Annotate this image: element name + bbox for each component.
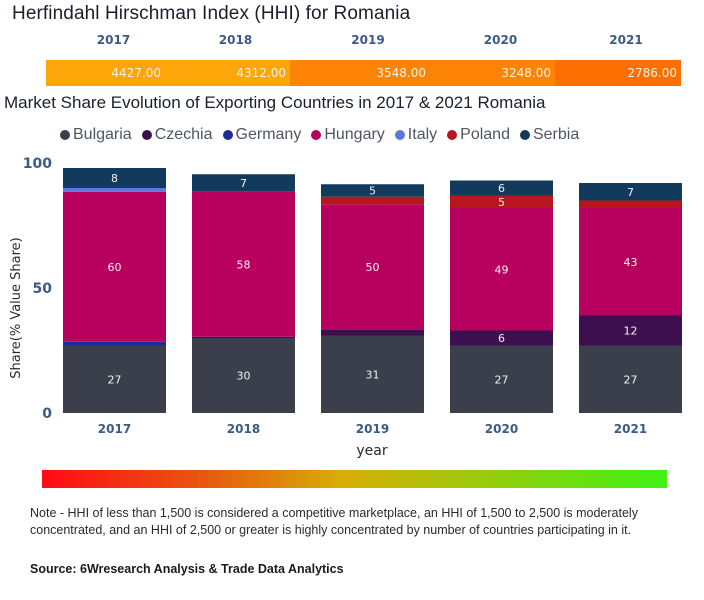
y-axis-label: Share(% Value Share) xyxy=(9,237,24,379)
bar-segment-serbia xyxy=(63,168,166,188)
bar-segment-poland xyxy=(321,196,424,205)
hhi-value-cell: 4312.00 xyxy=(165,60,290,86)
x-tick-label: 2017 xyxy=(98,422,131,436)
data-label: 7 xyxy=(240,177,247,190)
legend-marker-icon xyxy=(141,130,152,140)
data-label: 8 xyxy=(111,172,118,185)
data-label: 49 xyxy=(495,263,509,276)
hhi-gradient-scale xyxy=(42,470,667,488)
x-axis-label: year xyxy=(356,443,387,459)
bar-segment-bulgaria xyxy=(63,345,166,413)
hhi-value-cell: 2786.00 xyxy=(555,60,681,86)
bar-segment-serbia xyxy=(450,180,553,196)
hhi-year-label: 2017 xyxy=(96,33,131,47)
data-label: 27 xyxy=(624,373,638,386)
legend-item[interactable]: Hungary xyxy=(311,126,385,144)
legend-marker-icon xyxy=(222,130,233,140)
legend-marker-icon xyxy=(447,130,458,140)
hhi-year-label: 2019 xyxy=(351,33,385,47)
data-label: 60 xyxy=(108,261,122,274)
legend-item[interactable]: Bulgaria xyxy=(60,126,132,144)
bar-segment-czechia xyxy=(321,329,424,336)
legend-item[interactable]: Serbia xyxy=(519,126,580,144)
bar-segment-hungary xyxy=(579,208,682,316)
bar-segment-hungary xyxy=(450,208,553,331)
bar-segment-bulgaria xyxy=(321,335,424,413)
footnote: Note - HHI of less than 1,500 is conside… xyxy=(30,506,638,537)
bar-segment-italy xyxy=(63,188,166,192)
legend-label: Bulgaria xyxy=(73,126,132,143)
source-text: Source: 6Wresearch Analysis & Trade Data… xyxy=(30,562,344,576)
y-tick-label: 0 xyxy=(42,406,52,422)
bar-segment-germany xyxy=(63,341,166,346)
bar-segment-hungary xyxy=(321,204,424,330)
data-label: 27 xyxy=(108,373,122,386)
bar-segment-hungary xyxy=(192,191,295,337)
data-label: 6 xyxy=(498,332,505,345)
hhi-value-cell: 3248.00 xyxy=(430,60,555,86)
data-label: 30 xyxy=(237,370,251,383)
hhi-value-cell: 4427.00 xyxy=(46,60,165,86)
legend-label: Germany xyxy=(235,126,302,143)
legend-label: Poland xyxy=(460,126,510,143)
bar-segment-czechia xyxy=(579,315,682,346)
data-label: 12 xyxy=(624,325,638,338)
hhi-title: Herfindahl Hirschman Index (HHI) for Rom… xyxy=(12,3,411,24)
bar-segment-poland xyxy=(579,200,682,208)
x-tick-label: 2019 xyxy=(356,422,389,436)
chart-title: Market Share Evolution of Exporting Coun… xyxy=(4,93,546,112)
legend-item[interactable]: Italy xyxy=(394,126,438,144)
x-tick-label: 2020 xyxy=(485,422,518,436)
bar-segment-bulgaria xyxy=(450,345,553,413)
bar-segment-czechia xyxy=(192,336,295,338)
data-label: 7 xyxy=(627,186,634,199)
bar-segment-bulgaria xyxy=(192,338,295,413)
legend-item[interactable]: Czechia xyxy=(141,126,213,144)
data-label: 27 xyxy=(495,373,509,386)
chart-legend: Bulgaria Czechia Germany Hungary Italy Poland… xyxy=(60,126,579,144)
bar-segment-serbia xyxy=(579,183,682,201)
legend-marker-icon xyxy=(394,130,405,140)
x-tick-label: 2018 xyxy=(227,422,260,436)
bar-segment-bulgaria xyxy=(579,345,682,413)
data-label: 5 xyxy=(498,196,505,209)
y-tick-label: 50 xyxy=(33,281,53,297)
hhi-year-header: 2017 2018 2019 2020 2021 xyxy=(46,33,681,51)
legend-label: Italy xyxy=(407,126,438,143)
y-tick-label: 100 xyxy=(23,156,52,172)
hhi-year-label: 2021 xyxy=(609,33,643,47)
data-label: 50 xyxy=(366,261,380,274)
legend-marker-icon xyxy=(311,130,322,140)
bar-segment-czechia xyxy=(450,330,553,346)
hhi-year-label: 2018 xyxy=(218,33,253,47)
data-label: 6 xyxy=(498,182,505,195)
stacked-bar-chart: 0 50 100 Share(% Value Share) 27 60 8 2017 30 58 7… xyxy=(9,156,682,459)
bar-segment-poland xyxy=(450,195,553,208)
bar-segment-hungary xyxy=(63,191,166,342)
data-label: 58 xyxy=(237,258,251,271)
legend-marker-icon xyxy=(519,130,530,140)
hhi-bar: 4427.00 4312.00 3548.00 3248.00 2786.00 xyxy=(46,60,681,86)
data-label: 43 xyxy=(624,256,638,269)
data-label: 5 xyxy=(369,185,376,198)
bar-segment-serbia xyxy=(192,174,295,192)
legend-label: Czechia xyxy=(154,126,213,143)
bar-segment-serbia xyxy=(321,184,424,197)
legend-label: Hungary xyxy=(324,126,385,143)
legend-label: Serbia xyxy=(532,126,580,143)
legend-marker-icon xyxy=(60,130,70,140)
x-tick-label: 2021 xyxy=(614,422,647,436)
legend-item[interactable]: Poland xyxy=(447,126,510,144)
hhi-year-label: 2020 xyxy=(483,33,518,47)
data-label: 31 xyxy=(366,368,380,381)
hhi-value-cell: 3548.00 xyxy=(290,60,430,86)
legend-item[interactable]: Germany xyxy=(222,126,302,144)
